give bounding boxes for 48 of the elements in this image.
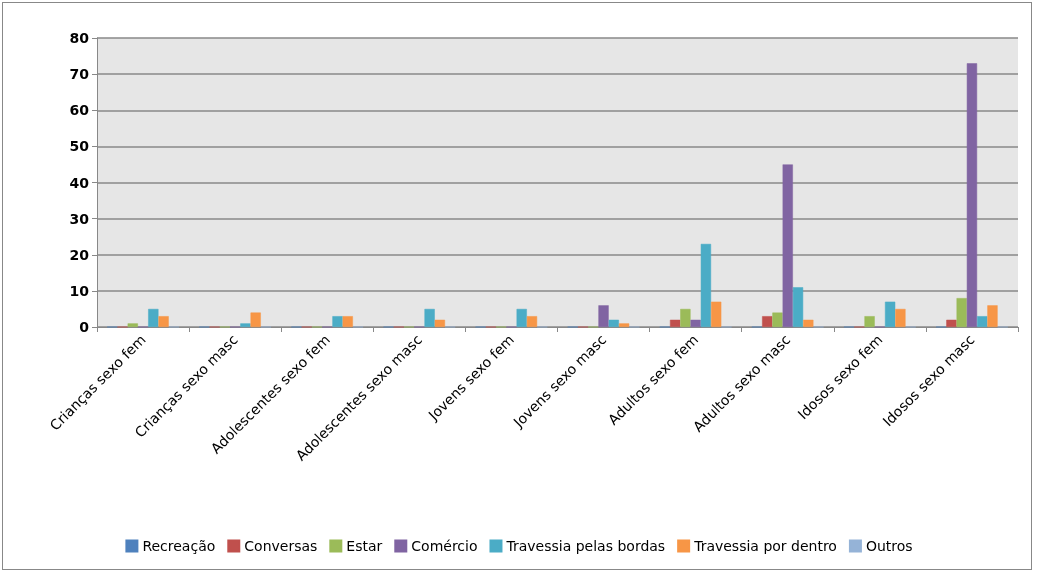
bar <box>240 323 251 327</box>
bar <box>608 319 619 327</box>
bar <box>762 316 773 327</box>
bar <box>895 308 906 327</box>
bar <box>803 319 814 327</box>
bar <box>772 312 783 327</box>
bar <box>250 312 261 327</box>
bar <box>711 301 722 327</box>
y-tick-label: 80 <box>69 30 90 46</box>
y-tick-label: 0 <box>79 319 90 335</box>
bar <box>158 316 169 327</box>
legend-label: Travessia por dentro <box>693 538 837 554</box>
bar <box>966 63 978 327</box>
y-tick-label: 70 <box>69 66 90 83</box>
y-tick-label: 50 <box>69 138 90 155</box>
bar <box>987 305 998 327</box>
bar <box>700 243 712 327</box>
legend-label: Conversas <box>244 538 318 554</box>
legend-label: Outros <box>865 538 913 554</box>
bar <box>946 319 957 327</box>
y-tick-label: 30 <box>69 210 90 227</box>
bar <box>977 316 988 327</box>
bar <box>342 316 353 327</box>
bar <box>669 319 681 327</box>
bar <box>424 308 435 327</box>
legend-label: Comércio <box>411 538 478 554</box>
y-tick-label: 40 <box>69 174 90 191</box>
bar <box>332 316 343 327</box>
bar <box>680 308 691 327</box>
legend-label: Estar <box>346 538 383 554</box>
y-tick-label: 10 <box>69 282 90 299</box>
bar <box>792 287 804 327</box>
bar <box>148 308 159 327</box>
legend-label: Travessia pelas bordas <box>505 538 666 554</box>
legend-label: Recreação <box>142 538 216 554</box>
bar <box>127 323 138 327</box>
bar <box>956 298 967 327</box>
bar <box>884 301 896 327</box>
bar <box>434 319 446 327</box>
bar <box>690 319 701 327</box>
bar <box>618 323 630 327</box>
bar <box>782 164 793 327</box>
bar <box>864 316 875 327</box>
bar <box>598 305 609 327</box>
y-tick-label: 60 <box>69 102 90 119</box>
bar <box>526 316 538 327</box>
y-tick-label: 20 <box>69 246 90 263</box>
bar <box>516 308 527 327</box>
